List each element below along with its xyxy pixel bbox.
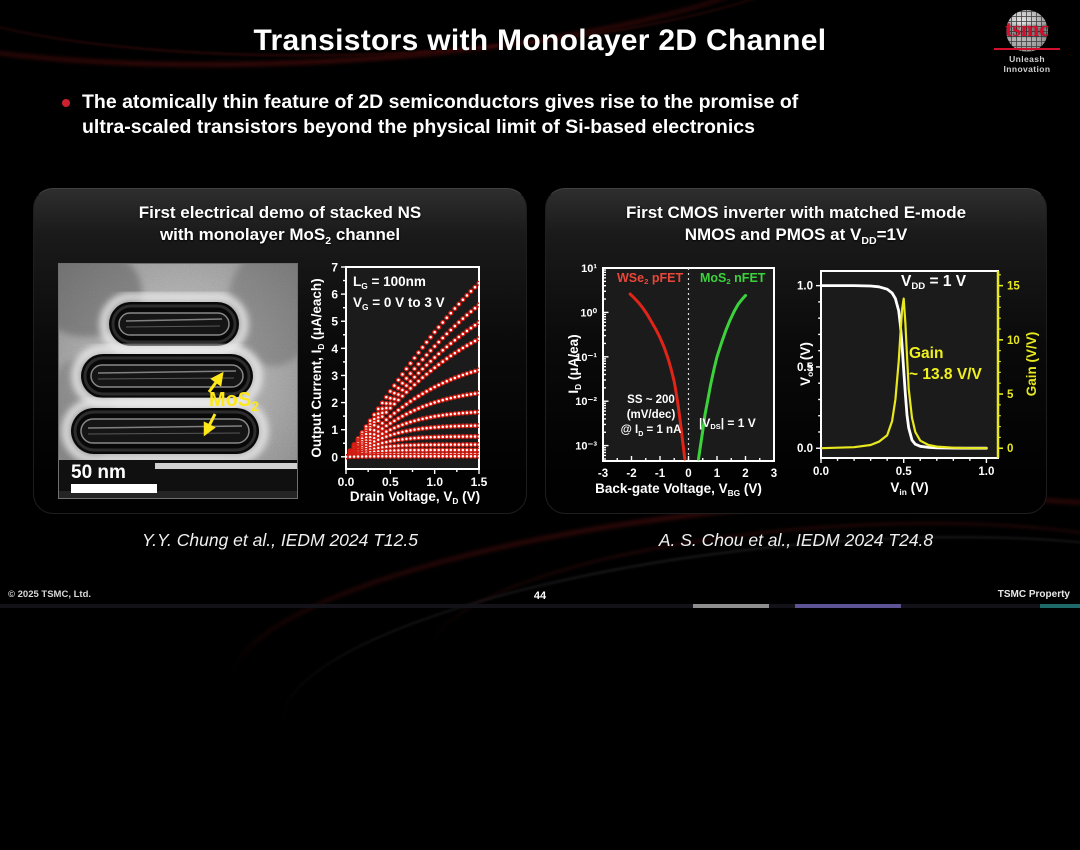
- svg-text:0.0: 0.0: [338, 475, 355, 489]
- svg-text:MoS2: MoS2: [209, 389, 259, 414]
- gain-annotation: Gain ~ 13.8 V/V: [909, 345, 982, 383]
- svg-text:10⁻³: 10⁻³: [575, 441, 597, 453]
- ss-annotation: SS ~ 200 (mV/dec) @ ID = 1 nA: [620, 394, 682, 438]
- right-panel: First CMOS inverter with matched E-mode …: [545, 188, 1047, 514]
- svg-text:0.0: 0.0: [797, 443, 813, 455]
- logo-underline: [994, 48, 1060, 50]
- svg-text:6: 6: [331, 288, 338, 302]
- left-citation: Y.Y. Chung et al., IEDM 2024 T12.5: [142, 530, 418, 550]
- vdd-annotation: VDD = 1 V: [901, 273, 967, 293]
- svg-text:2: 2: [742, 468, 748, 480]
- svg-text:3: 3: [331, 369, 338, 383]
- svg-text:0: 0: [685, 468, 691, 480]
- svg-text:2: 2: [331, 396, 338, 410]
- right-citation: A. S. Chou et al., IEDM 2024 T24.8: [658, 530, 934, 550]
- progress-segment[interactable]: [1040, 604, 1080, 608]
- c3-right-y-axis-label: Gain (V/V): [1024, 331, 1039, 397]
- svg-text:0: 0: [1007, 443, 1013, 455]
- right-panel-title: First CMOS inverter with matched E-mode …: [625, 203, 967, 247]
- bullet-icon: [62, 99, 70, 107]
- c2-x-axis-label: Back-gate Voltage, VBG (V): [595, 481, 762, 498]
- svg-text:-2: -2: [626, 468, 636, 480]
- svg-text:0: 0: [331, 450, 338, 464]
- svg-text:5: 5: [331, 315, 338, 329]
- svg-text:0.5: 0.5: [896, 466, 913, 478]
- transfer-curves-chart: -3 -2 -1 0 1 2 3 10¹ 10⁰ 10⁻¹ 10⁻² 10⁻³ WSe2 pFET M…: [561, 259, 796, 515]
- output-chart-svg: 0.0 0.5 1.0 1.5 0 1 2 3 4 5 6 7: [331, 261, 488, 490]
- svg-text:0.5: 0.5: [382, 475, 399, 489]
- copyright-text: © 2025 TSMC, Ltd.: [8, 589, 92, 600]
- inverter-vtc-chart: 0.0 0.5 1.0 0.0 0.5 1.0 0 5 10 15 VDD = 1 V Gain …: [796, 259, 1048, 515]
- c1-y-axis-label: Output Current, ID (μA/each): [309, 278, 326, 458]
- svg-text:1: 1: [714, 468, 721, 480]
- svg-text:50 nm: 50 nm: [71, 462, 126, 483]
- tsmc-brand-text: tsmc: [1005, 16, 1049, 41]
- svg-text:0.0: 0.0: [813, 466, 829, 478]
- svg-text:3: 3: [771, 468, 777, 480]
- svg-text:5: 5: [1007, 389, 1014, 401]
- nfet-series-label: MoS2 nFET: [700, 271, 766, 287]
- left-panel: First electrical demo of stacked NS with…: [32, 188, 529, 515]
- svg-text:10¹: 10¹: [581, 263, 597, 275]
- svg-text:0.5: 0.5: [797, 362, 814, 374]
- property-text: TSMC Property: [997, 589, 1070, 600]
- tsmc-logo: tsmc Unleash Innovation: [988, 10, 1066, 74]
- c1-x-axis-label: Drain Voltage, VD (V): [349, 489, 481, 506]
- video-progress-strip[interactable]: [0, 604, 1080, 608]
- svg-text:1: 1: [331, 423, 338, 437]
- transfer-chart-svg: -3 -2 -1 0 1 2 3 10¹ 10⁰ 10⁻¹ 10⁻² 10⁻³: [575, 263, 777, 480]
- svg-text:10⁻¹: 10⁻¹: [575, 352, 597, 364]
- svg-text:15: 15: [1007, 281, 1020, 293]
- svg-text:10⁻²: 10⁻²: [575, 396, 597, 408]
- svg-text:1.0: 1.0: [426, 475, 443, 489]
- svg-text:4: 4: [331, 342, 338, 356]
- svg-text:1.0: 1.0: [978, 466, 994, 478]
- output-characteristics-chart: 0.0 0.5 1.0 1.5 0 1 2 3 4 5 6 7 LG = 100nm VG = 0 V…: [301, 259, 529, 515]
- svg-text:-1: -1: [655, 468, 666, 480]
- bullet-text: The atomically thin feature of 2D semico…: [82, 91, 799, 138]
- page-number: 44: [533, 590, 547, 602]
- slide-title: Transistors with Monolayer 2D Channel: [253, 24, 827, 57]
- svg-text:10: 10: [1007, 335, 1020, 347]
- pfet-series-label: WSe2 pFET: [617, 271, 684, 287]
- progress-segment[interactable]: [795, 604, 901, 608]
- tem-image: MoS2 50 nm: [32, 246, 318, 499]
- svg-text:1.5: 1.5: [471, 475, 488, 489]
- c3-x-axis-label: Vin (V): [890, 480, 929, 497]
- inverter-chart-svg: 0.0 0.5 1.0 0.0 0.5 1.0 0 5 10 15: [797, 270, 1020, 478]
- c1-annotation: LG = 100nm VG = 0 V to 3 V: [353, 274, 445, 312]
- svg-text:1.0: 1.0: [797, 281, 813, 293]
- c3-left-y-axis-label: Vout (V): [798, 342, 815, 386]
- c2-y-axis-label: ID (μA/ea): [566, 334, 583, 394]
- svg-text:-3: -3: [598, 468, 608, 480]
- left-panel-title: First electrical demo of stacked NS with…: [138, 203, 422, 247]
- bullet-item: The atomically thin feature of 2D semico…: [62, 90, 992, 140]
- vds-annotation: |VDS| = 1 V: [699, 416, 756, 432]
- tem-svg: MoS2 50 nm: [32, 246, 318, 498]
- wafer-icon: [1006, 10, 1048, 52]
- logo-tagline: Unleash Innovation: [1003, 54, 1051, 74]
- svg-text:10⁰: 10⁰: [580, 307, 597, 319]
- svg-text:7: 7: [331, 261, 338, 275]
- progress-segment[interactable]: [693, 604, 769, 608]
